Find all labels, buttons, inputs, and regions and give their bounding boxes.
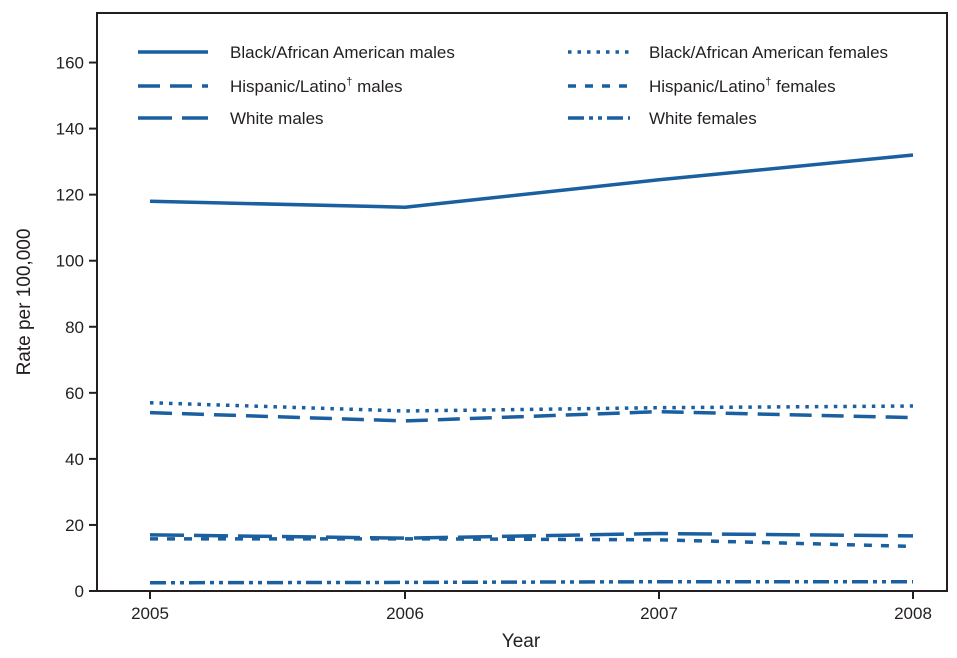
y-tick-label: 60 — [65, 384, 84, 403]
y-tick-label: 0 — [75, 582, 84, 601]
legend-label: Hispanic/Latino† males — [230, 76, 402, 96]
legend-label: White males — [230, 109, 324, 128]
x-tick-label: 2006 — [386, 604, 424, 623]
series-line-3 — [149, 531, 914, 540]
series-line-2 — [149, 409, 914, 423]
legend-label: Hispanic/Latino† females — [649, 76, 836, 96]
legend-label: White females — [649, 109, 757, 128]
x-tick-label: 2007 — [640, 604, 678, 623]
x-tick-label: 2008 — [894, 604, 932, 623]
plot-frame — [96, 12, 948, 592]
series-line-6 — [149, 580, 913, 585]
y-tick-label: 20 — [65, 516, 84, 535]
legend: Black/African American males Hispanic/Lat… — [138, 43, 888, 128]
legend-label: Black/African American females — [649, 43, 888, 62]
series-line-5 — [150, 537, 914, 549]
x-tick-label: 2005 — [131, 604, 169, 623]
series-lines — [149, 153, 914, 585]
y-tick-label: 120 — [56, 186, 84, 205]
x-axis: 2005 2006 2007 2008 — [131, 591, 932, 623]
y-tick-label: 100 — [56, 252, 84, 271]
y-axis: 0 20 40 60 80 100 120 140 160 — [56, 54, 97, 601]
y-tick-label: 80 — [65, 318, 84, 337]
y-tick-label: 140 — [56, 120, 84, 139]
y-tick-label: 40 — [65, 450, 84, 469]
y-axis-label: Rate per 100,000 — [14, 229, 35, 376]
series-line-4 — [149, 400, 914, 413]
legend-label: Black/African American males — [230, 43, 455, 62]
x-axis-label: Year — [502, 631, 541, 652]
y-tick-label: 160 — [56, 54, 84, 73]
series-line-1 — [149, 153, 914, 209]
